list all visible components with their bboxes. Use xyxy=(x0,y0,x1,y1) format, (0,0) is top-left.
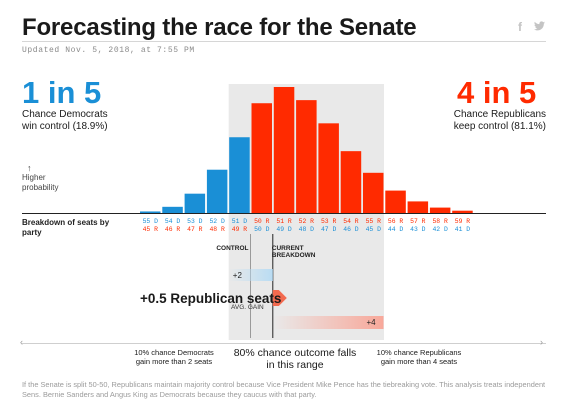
bar-55r xyxy=(363,172,384,213)
tick-label-bottom: 46 D xyxy=(343,226,359,233)
tick-label-top: 53 R xyxy=(321,218,337,225)
dem-tail-note-line1: 10% chance Democrats xyxy=(134,348,214,357)
tick-label-top: 52 D xyxy=(209,218,225,225)
rep-headline: 4 in 5 xyxy=(457,75,537,110)
bars-group xyxy=(140,87,473,213)
tick-label-top: 59 R xyxy=(455,218,471,225)
dem-gain-marker xyxy=(228,269,273,281)
tick-label-bottom: 50 D xyxy=(254,226,270,233)
control-label: CONTROL xyxy=(216,245,248,252)
range-axis-line xyxy=(22,343,546,344)
avg-gain-arrow xyxy=(272,290,287,306)
dem-tail-note-line2: gain more than 2 seats xyxy=(135,357,213,366)
x-axis-label-line1: Breakdown of seats by xyxy=(22,218,110,227)
tick-label-top: 50 R xyxy=(254,218,270,225)
tick-label-bottom: 49 D xyxy=(276,226,292,233)
tick-label-top: 56 R xyxy=(388,218,404,225)
current-breakdown-label-line1: CURRENT xyxy=(272,245,304,252)
tick-label-bottom: 43 D xyxy=(410,226,426,233)
bar-52r xyxy=(296,100,317,213)
bar-59r xyxy=(452,210,473,213)
bar-51r xyxy=(273,87,295,213)
tick-labels-group: 55 D45 R 54 D46 R 53 D47 R 52 D48 R 51 D49 R… xyxy=(143,218,471,233)
bar-52d xyxy=(206,169,228,213)
range-note-line2: in this range xyxy=(266,358,324,371)
bar-50r xyxy=(251,103,272,213)
tick-label-top: 55 R xyxy=(366,218,382,225)
tick-label-bottom: 47 D xyxy=(321,226,337,233)
header-divider xyxy=(22,41,546,42)
rep-tail-note: 10% chance Republicans gain more than 4 … xyxy=(364,348,474,366)
tick-label-bottom: 45 D xyxy=(366,226,382,233)
rep-tail-note-line1: 10% chance Republicans xyxy=(376,348,462,357)
range-note: 80% chance outcome falls in this range xyxy=(228,347,362,371)
avg-gain-headline: +0.5 Republican seats xyxy=(140,291,282,306)
bar-54d xyxy=(162,206,183,213)
updated-timestamp: Updated Nov. 5, 2018, at 7:55 PM xyxy=(22,46,195,55)
bar-56r xyxy=(385,190,406,213)
tick-label-top: 54 D xyxy=(165,218,181,225)
avg-gain-label: AVG. GAIN xyxy=(231,304,264,311)
tick-label-top: 51 D xyxy=(232,218,248,225)
tick-label-top: 58 R xyxy=(432,218,448,225)
rep-subtitle-line1: Chance Republicans xyxy=(453,109,546,120)
footnote: If the Senate is split 50-50, Republican… xyxy=(22,380,546,399)
bar-57r xyxy=(407,201,429,213)
rep-gain-label: +4 xyxy=(367,318,377,327)
y-axis-label: Higher probability xyxy=(22,173,58,193)
bar-53d xyxy=(184,193,206,213)
dem-subtitle-line2: win control (18.9%) xyxy=(22,121,108,132)
rep-subtitle: Chance Republicans keep control (81.1%) xyxy=(420,109,546,133)
bar-55d xyxy=(140,211,161,213)
twitter-share-icon[interactable] xyxy=(534,20,545,34)
current-breakdown-label-line2: BREAKDOWN xyxy=(272,252,316,259)
tick-label-top: 57 R xyxy=(410,218,426,225)
dem-subtitle-line1: Chance Democrats xyxy=(22,109,108,120)
right-arrow-icon: › xyxy=(540,337,543,347)
tick-label-bottom: 44 D xyxy=(388,226,404,233)
tick-label-bottom: 47 R xyxy=(187,226,203,233)
dem-tail-note: 10% chance Democrats gain more than 2 se… xyxy=(124,348,224,366)
rep-subtitle-line2: keep control (81.1%) xyxy=(453,121,546,132)
tick-label-bottom: 49 R xyxy=(232,226,248,233)
tick-label-bottom: 45 R xyxy=(143,226,159,233)
y-axis-label-line1: Higher xyxy=(22,173,46,182)
range-note-line1: 80% chance outcome falls xyxy=(233,347,357,359)
tick-label-top: 52 R xyxy=(299,218,315,225)
page-title: Forecasting the race for the Senate xyxy=(22,14,417,41)
facebook-share-icon[interactable]: f xyxy=(518,20,522,34)
bar-53r xyxy=(318,123,339,213)
rep-tail-note-line2: gain more than 4 seats xyxy=(380,357,458,366)
tick-label-top: 53 D xyxy=(187,218,203,225)
bar-58r xyxy=(429,207,451,213)
bar-51d xyxy=(229,137,250,213)
left-arrow-icon: ‹ xyxy=(20,337,23,347)
dem-gain-label: +2 xyxy=(233,271,243,280)
dem-subtitle: Chance Democrats win control (18.9%) xyxy=(22,109,108,133)
tick-label-top: 54 R xyxy=(343,218,359,225)
tick-label-top: 55 D xyxy=(143,218,159,225)
dem-headline: 1 in 5 xyxy=(22,75,102,110)
tick-label-bottom: 42 D xyxy=(432,226,448,233)
rep-gain-marker xyxy=(272,316,384,329)
tick-label-bottom: 46 R xyxy=(165,226,181,233)
tick-label-bottom: 48 R xyxy=(209,226,225,233)
x-axis-label: Breakdown of seats by party xyxy=(22,218,109,238)
bar-54r xyxy=(340,151,362,213)
y-axis-label-line2: probability xyxy=(22,183,59,192)
tick-label-bottom: 48 D xyxy=(299,226,315,233)
x-axis-label-line2: party xyxy=(22,228,42,237)
tick-label-top: 51 R xyxy=(276,218,292,225)
tick-label-bottom: 41 D xyxy=(455,226,471,233)
up-arrow-icon: ↑ xyxy=(27,163,32,173)
